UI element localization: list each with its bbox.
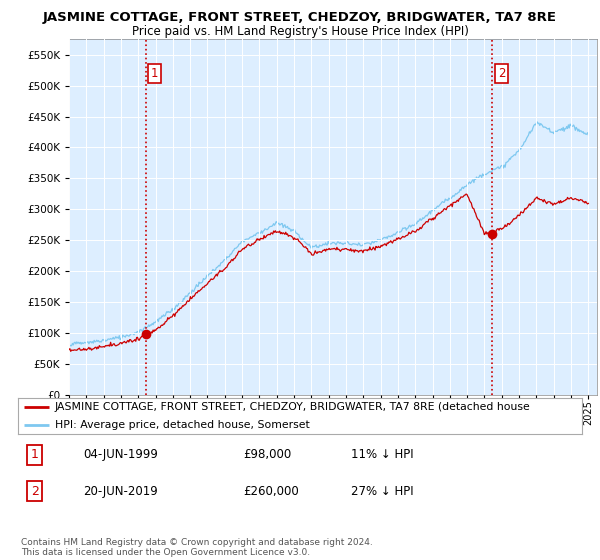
Text: Price paid vs. HM Land Registry's House Price Index (HPI): Price paid vs. HM Land Registry's House …	[131, 25, 469, 38]
Text: 1: 1	[151, 67, 158, 80]
Text: HPI: Average price, detached house, Somerset: HPI: Average price, detached house, Some…	[55, 419, 310, 430]
Text: 20-JUN-2019: 20-JUN-2019	[83, 484, 158, 498]
Text: JASMINE COTTAGE, FRONT STREET, CHEDZOY, BRIDGWATER, TA7 8RE: JASMINE COTTAGE, FRONT STREET, CHEDZOY, …	[43, 11, 557, 24]
Text: JASMINE COTTAGE, FRONT STREET, CHEDZOY, BRIDGWATER, TA7 8RE (detached house: JASMINE COTTAGE, FRONT STREET, CHEDZOY, …	[55, 402, 530, 412]
Text: £98,000: £98,000	[244, 448, 292, 461]
Text: 04-JUN-1999: 04-JUN-1999	[83, 448, 158, 461]
Text: 2: 2	[31, 484, 39, 498]
Text: £260,000: £260,000	[244, 484, 299, 498]
Text: 27% ↓ HPI: 27% ↓ HPI	[351, 484, 413, 498]
Text: 11% ↓ HPI: 11% ↓ HPI	[351, 448, 413, 461]
Text: Contains HM Land Registry data © Crown copyright and database right 2024.
This d: Contains HM Land Registry data © Crown c…	[21, 538, 373, 557]
Text: 1: 1	[31, 448, 39, 461]
Text: 2: 2	[497, 67, 505, 80]
